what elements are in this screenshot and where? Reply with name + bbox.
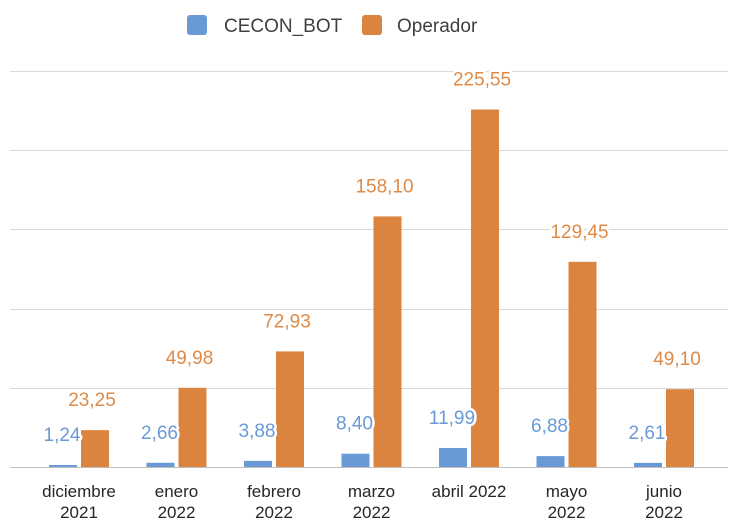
bar-cecon-bot — [634, 462, 662, 468]
bar-cecon-bot — [439, 447, 467, 468]
x-tick-label: diciembre — [42, 482, 116, 501]
data-label-cecon-bot: 2,61 — [629, 423, 666, 444]
x-tick-label: 2021 — [60, 503, 98, 522]
bar-operador — [81, 430, 109, 468]
x-tick-label: febrero — [247, 482, 301, 501]
data-label-operador: 158,10 — [355, 176, 413, 197]
legend-label-operador: Operador — [397, 16, 478, 37]
gridlines — [10, 71, 728, 389]
x-tick-label: 2022 — [255, 503, 293, 522]
bar-cecon-bot — [341, 453, 370, 468]
x-tick-label: 2022 — [353, 503, 391, 522]
data-label-operador: 225,55 — [453, 70, 511, 91]
x-tick-label: enero — [155, 482, 198, 501]
x-tick-label: 2022 — [158, 503, 196, 522]
data-label-cecon-bot: 8,40 — [336, 414, 373, 435]
x-tick-label: mayo — [546, 482, 588, 501]
bar-cecon-bot — [146, 462, 175, 468]
bar-operador — [568, 261, 597, 468]
bar-operador — [373, 216, 402, 468]
bar-cecon-bot — [536, 456, 565, 468]
bar-cecon-bot — [244, 460, 272, 468]
bar-operador — [178, 387, 207, 468]
x-tick-labels: diciembre 2021 enero 2022 febrero 2022 marzo 20… — [42, 482, 683, 522]
data-label-cecon-bot: 11,99 — [429, 408, 475, 429]
legend-swatch-cecon-bot — [187, 15, 207, 35]
bar-operador — [471, 109, 499, 469]
legend-item-operador: Operador — [362, 15, 478, 37]
legend-item-cecon-bot: CECON_BOT — [187, 15, 343, 37]
data-label-operador: 49,10 — [653, 349, 701, 370]
data-label-operador: 49,98 — [166, 348, 214, 369]
data-label-operador: 23,25 — [68, 390, 116, 411]
x-tick-label: junio — [645, 482, 682, 501]
x-tick-label: marzo — [348, 482, 395, 501]
data-label-operador: 72,93 — [263, 311, 311, 332]
legend: CECON_BOT Operador — [187, 15, 478, 37]
bar-operador — [666, 389, 694, 468]
x-tick-label: 2022 — [645, 503, 683, 522]
data-label-cecon-bot: 2,66 — [141, 423, 178, 444]
bar-operador — [276, 351, 304, 468]
bar-cecon-bot — [49, 465, 77, 468]
data-label-cecon-bot: 3,88 — [239, 421, 276, 442]
bars — [49, 109, 694, 469]
x-tick-label: abril 2022 — [432, 482, 507, 501]
data-label-cecon-bot: 1,24 — [44, 425, 81, 446]
data-label-operador: 129,45 — [550, 222, 608, 243]
data-label-cecon-bot: 6,88 — [531, 416, 568, 437]
legend-swatch-operador — [362, 15, 382, 35]
x-tick-label: 2022 — [548, 503, 586, 522]
data-labels: 1,24 23,25 2,66 49,98 3,88 72,93 8,40 158,10 11,… — [41, 67, 703, 449]
legend-label-cecon-bot: CECON_BOT — [224, 16, 343, 37]
